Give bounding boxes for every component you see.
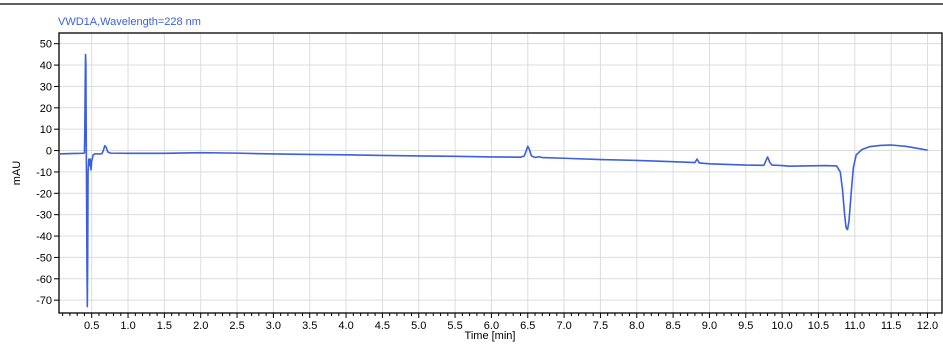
y-tick-label: -10 — [36, 167, 52, 179]
x-tick-label: 3.0 — [266, 320, 281, 332]
series-line — [58, 53, 929, 308]
x-tick-label: 10.0 — [771, 320, 792, 332]
grid — [59, 33, 942, 313]
x-tick-label: 7.5 — [593, 320, 608, 332]
y-tick-label: 10 — [40, 124, 52, 136]
x-tick-label: 2.0 — [193, 320, 208, 332]
y-tick-label: -40 — [36, 231, 52, 243]
x-tick-label: 0.5 — [84, 320, 99, 332]
x-tick-label: 8.5 — [665, 320, 680, 332]
x-tick-label: 6.0 — [484, 320, 499, 332]
x-tick-label: 3.5 — [302, 320, 317, 332]
x-tick-label: 11.0 — [844, 320, 865, 332]
x-tick-label: 9.5 — [738, 320, 753, 332]
x-tick-label: 11.5 — [881, 320, 902, 332]
x-tick-label: 12.0 — [917, 320, 938, 332]
y-tick-label: -20 — [36, 188, 52, 200]
x-tick-label: 9.0 — [702, 320, 717, 332]
y-tick-label: -30 — [36, 210, 52, 222]
y-tick-label: 20 — [40, 103, 52, 115]
x-tick-label: 10.5 — [808, 320, 829, 332]
x-axis: 0.5 1.0 1.5 2.0 2.5 3.0 3.5 4.0 4.5 5.0 5.5 6.0 6.5 7… — [62, 313, 938, 332]
y-axis: 50 40 30 20 10 0 -10 -20 -30 -40 -50 -60 -70 — [36, 39, 59, 307]
x-tick-label: 1.5 — [157, 320, 172, 332]
y-tick-label: -70 — [36, 295, 52, 307]
y-tick-label: -50 — [36, 252, 52, 264]
x-tick-label: 5.0 — [411, 320, 426, 332]
chart-title: VWD1A,Wavelength=228 nm — [58, 16, 201, 28]
x-tick-label: 2.5 — [229, 320, 244, 332]
x-tick-label: 4.0 — [338, 320, 353, 332]
y-tick-label: 40 — [40, 60, 52, 72]
y-tick-label: 30 — [40, 81, 52, 93]
x-tick-label: 7.0 — [556, 320, 571, 332]
plot-frame — [58, 32, 943, 314]
x-tick-label: 8.0 — [629, 320, 644, 332]
x-tick-label: 1.0 — [120, 320, 135, 332]
x-axis-label: Time [min] — [465, 330, 516, 342]
x-tick-label: 6.5 — [520, 320, 535, 332]
x-tick-label: 5.5 — [447, 320, 462, 332]
y-tick-label: 0 — [46, 146, 52, 158]
y-tick-label: -60 — [36, 274, 52, 286]
y-axis-label: mAU — [11, 161, 23, 186]
y-tick-label: 50 — [40, 39, 52, 51]
x-tick-label: 4.5 — [375, 320, 390, 332]
